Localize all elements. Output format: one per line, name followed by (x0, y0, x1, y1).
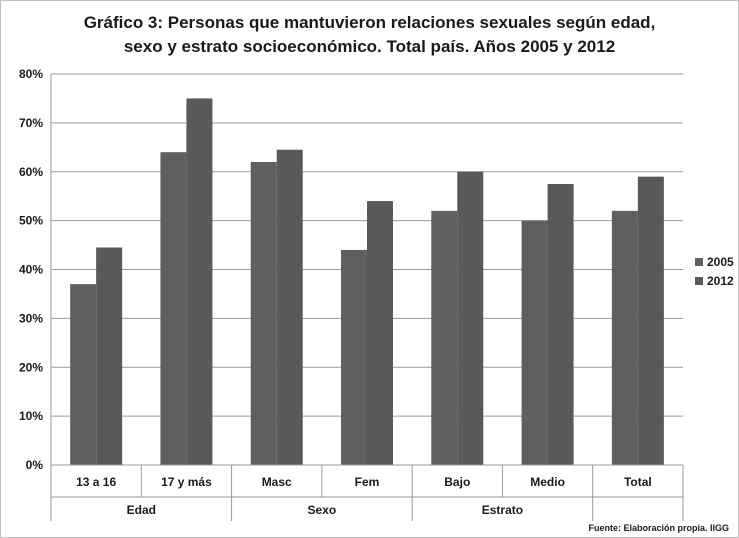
legend-label: 2005 (707, 255, 734, 269)
legend-swatch (695, 258, 703, 266)
x-tick-label: Bajo (444, 475, 470, 489)
y-tick-label: 10% (19, 409, 43, 423)
y-tick-label: 40% (19, 263, 43, 277)
bar-2012-Fem (367, 201, 393, 465)
x-group-label: Sexo (308, 503, 337, 517)
y-tick-label: 0% (26, 458, 44, 472)
bar-2012-Masc (276, 149, 303, 465)
y-tick-label: 80% (19, 67, 43, 81)
bar-2012-17-y-más (186, 98, 213, 465)
y-tick-label: 60% (19, 165, 43, 179)
x-tick-label: Masc (262, 475, 292, 489)
bar-2012-Medio (547, 183, 574, 465)
bar-2005-Total (611, 210, 638, 465)
source-note: Fuente: Elaboración propia. IIGG (588, 523, 729, 533)
bar-2005-Masc (250, 161, 277, 465)
x-tick-label: Fem (355, 475, 380, 489)
y-tick-label: 30% (19, 311, 43, 325)
x-group-label: Estrato (482, 503, 523, 517)
bar-2012-Bajo (457, 171, 484, 465)
chart-title-line-1: Gráfico 3: Personas que mantuvieron rela… (83, 13, 656, 32)
bar-2005-Bajo (431, 210, 458, 465)
x-tick-label: 13 a 16 (76, 475, 116, 489)
chart-title: Gráfico 3: Personas que mantuvieron rela… (1, 11, 738, 59)
x-group-label: Edad (127, 503, 156, 517)
bar-2005-13-a-16 (70, 284, 97, 465)
legend-swatch (695, 277, 703, 285)
legend-label: 2012 (707, 274, 734, 288)
bar-2012-Total (637, 176, 664, 465)
chart-title-line-2: sexo y estrato socioeconómico. Total paí… (123, 37, 616, 56)
bar-2012-13-a-16 (96, 247, 123, 465)
bar-2005-Medio (521, 220, 548, 465)
y-tick-label: 50% (19, 214, 43, 228)
x-tick-label: 17 y más (161, 475, 212, 489)
y-tick-label: 70% (19, 116, 43, 130)
bar-2005-Fem (341, 249, 367, 465)
x-tick-label: Total (624, 475, 652, 489)
y-tick-label: 20% (19, 360, 43, 374)
bar-2005-17-y-más (160, 152, 187, 465)
x-tick-label: Medio (530, 475, 565, 489)
